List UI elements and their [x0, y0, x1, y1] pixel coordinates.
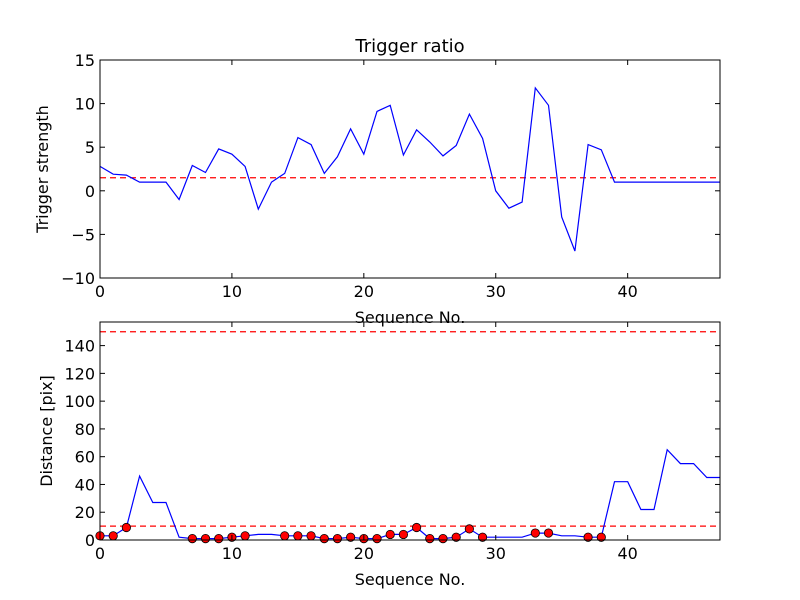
y-tick-label: 20 — [75, 503, 95, 522]
x-tick-label: 40 — [617, 282, 637, 301]
x-tick-label: 20 — [354, 282, 374, 301]
data-point-marker — [464, 524, 474, 534]
data-point-marker — [411, 522, 422, 533]
data-point-marker — [108, 531, 118, 541]
data-point-marker — [319, 534, 329, 544]
data-point-marker — [425, 534, 435, 544]
tick-layer: 0 10 20 30 40 −10 −5 0 5 10 15 — [61, 51, 720, 301]
y-tick-label: 100 — [64, 392, 95, 411]
y-tick-label: 0 — [85, 531, 95, 550]
y-tick-label: 5 — [85, 138, 95, 157]
x-tick-label: 0 — [95, 544, 105, 563]
x-axis-label: Sequence No. — [355, 308, 466, 327]
trigger-ratio-subplot: Trigger ratio Sequence No. Trigger stren… — [33, 36, 721, 327]
series-line — [99, 86, 720, 252]
data-point-marker — [240, 531, 250, 541]
data-point-marker — [583, 532, 593, 542]
x-tick-label: 10 — [222, 544, 242, 563]
x-axis-label: Sequence No. — [355, 570, 466, 589]
x-tick-label: 20 — [354, 544, 374, 563]
series-layer — [95, 331, 720, 544]
data-point-marker — [200, 534, 211, 544]
data-point-marker — [187, 534, 197, 544]
data-point-marker — [530, 528, 540, 538]
data-point-marker — [398, 529, 409, 540]
x-tick-label: 0 — [95, 282, 105, 301]
y-tick-label: 140 — [64, 337, 95, 356]
x-tick-label: 30 — [486, 544, 506, 563]
data-point-marker — [306, 531, 316, 541]
y-tick-label: −10 — [61, 269, 95, 288]
plot-frame — [99, 59, 721, 279]
plot-frame — [99, 321, 721, 541]
data-point-marker — [372, 534, 382, 544]
y-tick-label: 120 — [64, 364, 95, 383]
data-point-marker — [346, 532, 356, 542]
series-layer — [99, 86, 720, 252]
data-point-marker — [214, 534, 224, 544]
data-point-marker — [280, 531, 290, 541]
data-point-marker — [121, 522, 131, 533]
x-tick-label: 40 — [617, 544, 637, 563]
data-point-marker — [385, 529, 395, 540]
distance-subplot: Sequence No. Distance [pix] 0 10 20 30 40 0 20… — [37, 321, 721, 589]
data-point-marker — [543, 528, 554, 538]
y-tick-label: 15 — [75, 51, 95, 70]
y-axis-label: Distance [pix] — [37, 375, 56, 487]
y-tick-label: 60 — [75, 448, 95, 467]
x-tick-label: 30 — [486, 282, 506, 301]
y-tick-label: 10 — [75, 95, 95, 114]
y-tick-label: 80 — [75, 420, 95, 439]
y-tick-label: 40 — [75, 475, 95, 494]
data-point-marker — [451, 532, 461, 542]
data-point-marker — [293, 531, 303, 541]
y-tick-label: −5 — [71, 225, 95, 244]
data-point-marker — [477, 532, 488, 542]
data-point-marker — [438, 534, 448, 544]
data-point-marker — [332, 534, 343, 544]
chart-title: Trigger ratio — [354, 36, 464, 57]
data-point-marker — [596, 532, 606, 542]
tick-layer: 0 10 20 30 40 0 20 40 60 80 100 120 140 — [64, 322, 720, 563]
y-axis-label: Trigger strength — [33, 105, 52, 234]
x-tick-label: 10 — [222, 282, 242, 301]
y-tick-label: 0 — [85, 182, 95, 201]
